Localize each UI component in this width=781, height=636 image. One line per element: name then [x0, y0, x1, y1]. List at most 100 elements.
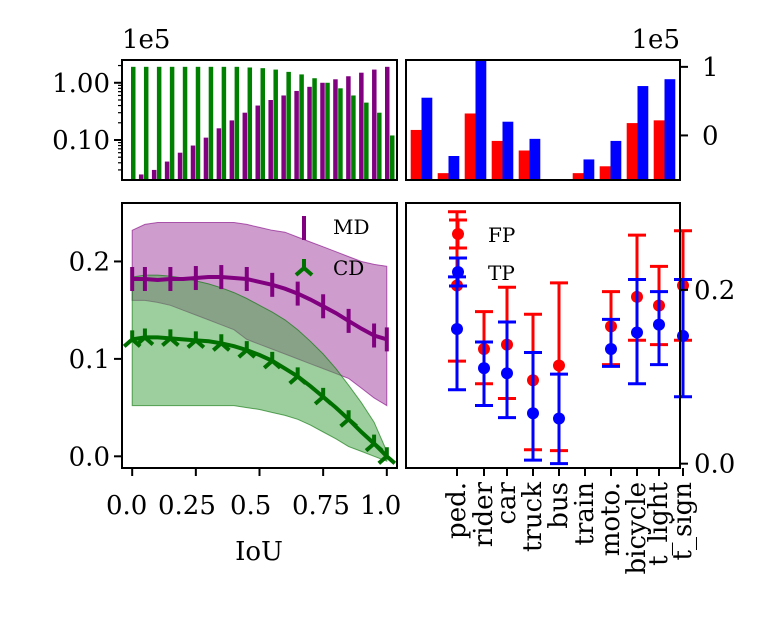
top-right-bar-tp-7: [610, 140, 622, 180]
x-axis-label: IoU: [235, 537, 283, 567]
top-right-bar-tp-1: [448, 156, 460, 180]
bottom-right-x-tick-label-3: truck: [518, 482, 548, 552]
bottom-right-point-tp-6: [605, 342, 617, 355]
top-left-bar-md-7: [216, 128, 222, 180]
bottom-left-y-tick-label-1: 0.1: [69, 345, 110, 375]
top-left-bar-md-12: [281, 95, 286, 180]
bottom-left-marker-cd-7: [211, 334, 231, 352]
bottom-right-point-tp-4: [553, 412, 565, 425]
bottom-right-x-tick-label-7: bicycle: [622, 482, 652, 574]
top-left-bar-cd-19: [377, 112, 382, 180]
bottom-right-point-tp-7: [631, 326, 643, 339]
top-right-bar-fp-3: [491, 140, 503, 180]
top-right-bar-tp-6: [583, 159, 595, 180]
legend-cd-label: CD: [333, 256, 364, 280]
bottom-left-marker-cd-17: [339, 410, 358, 428]
top-left-bar-cd-5: [195, 66, 201, 180]
bottom-right-axes-frame: [405, 202, 681, 469]
top-left-bar-cd-1: [143, 66, 149, 180]
top-left-bar-md-13: [294, 90, 299, 180]
top-left-y-tick-label-0: 0.10: [52, 126, 110, 156]
bottom-right-x-tick-label-6: moto.: [596, 482, 626, 556]
bottom-left-marker-cd-3: [161, 329, 180, 347]
bottom-left-x-tick-label-4: 1.0: [360, 491, 401, 521]
bottom-left-marker-cd-19: [364, 434, 384, 453]
top-right-bar-tp-3: [502, 121, 514, 180]
top-right-bar-fp-1: [437, 173, 449, 180]
bottom-right-point-tp-3: [527, 407, 539, 420]
bottom-right-x-tick-label-2: car: [492, 481, 522, 524]
top-left-bar-md-14: [307, 86, 312, 180]
top-right-y-tick-label-1: 1: [702, 53, 719, 83]
top-left-bar-cd-14: [312, 78, 317, 180]
top-right-bar-tp-0: [421, 97, 433, 180]
top-right-bar-tp-2: [475, 60, 487, 180]
top-left-bar-cd-7: [221, 66, 227, 180]
bottom-left-y-tick-label-2: 0.2: [69, 247, 110, 277]
bottom-right-point-tp-0: [451, 322, 463, 335]
top-left-bar-md-3: [164, 161, 170, 180]
top-left-bar-md-11: [268, 100, 273, 180]
top-right-axes-frame: [405, 59, 681, 181]
top-right-bar-tp-4: [529, 138, 541, 180]
bottom-right-errorbar-panel: 0.0 0.2 ped.ridercartruckbustrainmoto.bicy…: [405, 202, 735, 574]
top-right-bar-fp-0: [410, 129, 422, 180]
legend-cd-marker: [294, 259, 314, 277]
bottom-left-line-md: [132, 275, 388, 342]
bottom-left-y-tick-label-0: 0.0: [69, 442, 110, 472]
top-left-bar-md-17: [346, 76, 351, 180]
top-left-bar-md-10: [255, 105, 260, 180]
top-left-bar-md-9: [242, 112, 248, 180]
top-left-bar-cd-8: [234, 66, 240, 180]
legend-fp-point: [452, 228, 464, 240]
bottom-right-point-tp-8: [653, 318, 665, 331]
top-left-bar-md-16: [333, 79, 338, 180]
bottom-left-marker-cd-5: [186, 331, 206, 349]
legend-tp-label: TP: [488, 261, 515, 285]
legend-fp-label: FP: [488, 223, 515, 247]
top-left-bar-md-20: [385, 66, 390, 180]
top-left-bar-md-19: [372, 69, 377, 180]
bottom-right-point-tp-2: [501, 367, 513, 380]
bottom-left-marker-cd-13: [288, 367, 308, 385]
top-right-bar-tp-8: [637, 86, 649, 180]
bottom-right-x-tick-label-4: bus: [544, 482, 574, 529]
bottom-right-point-fp-4: [553, 359, 565, 372]
top-right-y-tick-label-0: 0: [702, 121, 719, 151]
top-left-bar-md-8: [229, 120, 235, 180]
top-left-bar-md-6: [203, 137, 209, 180]
bottom-right-x-tick-label-0: ped.: [442, 482, 472, 539]
top-left-bar-cd-4: [182, 66, 188, 180]
top-left-bar-md-2: [151, 169, 157, 180]
top-left-bar-md-4: [177, 152, 183, 180]
top-left-bar-md-18: [359, 72, 364, 180]
top-left-bar-cd-13: [299, 74, 304, 180]
legend-md-label: MD: [333, 215, 370, 239]
top-right-offset-text: 1e5: [632, 25, 680, 55]
bottom-right-x-tick-label-5: train: [570, 482, 600, 546]
top-left-bar-cd-11: [273, 69, 278, 180]
top-left-bar-cd-10: [260, 68, 265, 180]
top-left-bar-md-15: [320, 82, 325, 180]
bottom-right-y-tick-label-1: 0.2: [694, 276, 735, 306]
top-right-bar-tp-9: [664, 79, 676, 180]
bottom-right-x-tick-label-1: rider: [469, 481, 499, 547]
bottom-right-point-tp-1: [478, 362, 490, 375]
top-left-bar-cd-3: [169, 66, 175, 180]
top-left-offset-text: 1e5: [122, 25, 170, 55]
bottom-left-marker-cd-9: [237, 341, 257, 359]
bottom-left-line-panel: 0.0 0.1 0.2 0.0 0.25 0.5 0.75 1.0 MD CD IoU: [69, 202, 401, 567]
bottom-left-marker-cd-1: [135, 328, 155, 346]
bottom-left-x-tick-label-1: 0.25: [158, 491, 216, 521]
top-left-y-tick-label-1: 1.00: [52, 69, 110, 99]
bottom-left-x-tick-label-0: 0.0: [106, 491, 147, 521]
top-left-bar-cd-12: [286, 71, 291, 180]
top-right-bar-fp-7: [599, 166, 611, 180]
bottom-left-marker-cd-15: [313, 387, 333, 406]
bottom-left-x-tick-label-3: 0.75: [292, 491, 350, 521]
top-left-axes-frame: [121, 59, 398, 181]
top-left-bar-cd-16: [338, 88, 343, 180]
top-right-bar-fp-2: [464, 113, 476, 180]
